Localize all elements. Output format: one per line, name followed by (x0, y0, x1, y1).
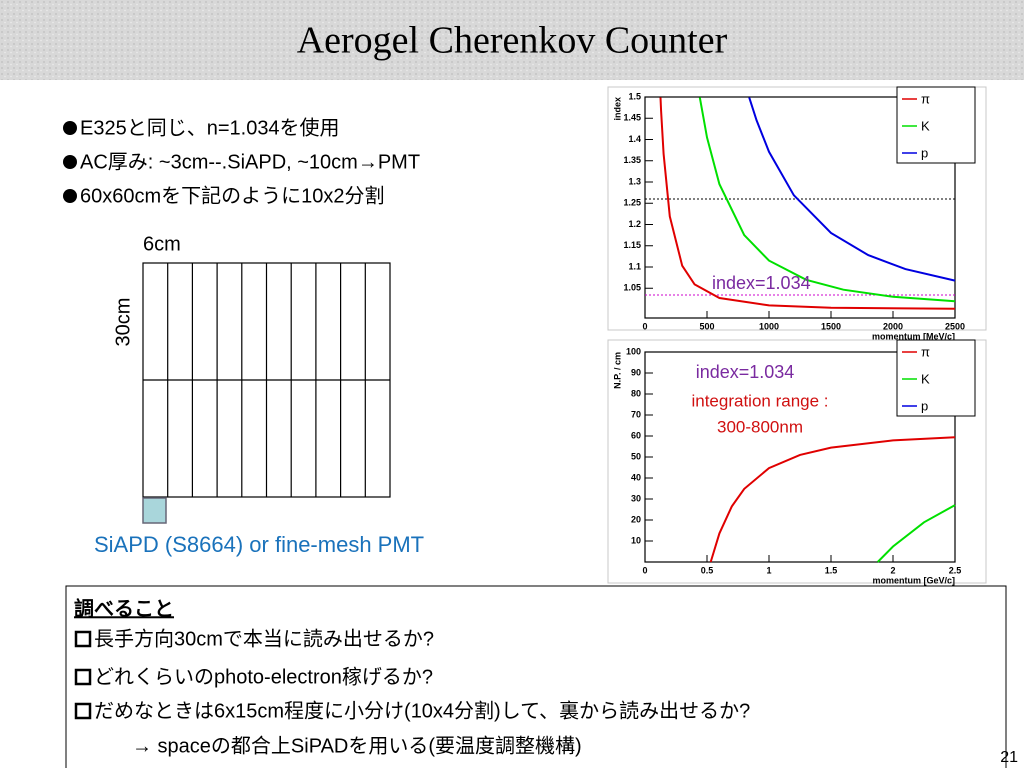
y-tick-label: 1.05 (623, 283, 641, 293)
y-tick-label: 1.45 (623, 113, 641, 123)
sensor (142, 497, 167, 524)
y-tick-label: 1.5 (628, 91, 641, 101)
y-axis-label: N.P. / cm (612, 352, 622, 389)
box-item: どれくらいのphoto-electron稼げるか? (94, 665, 433, 688)
x-axis-label: momentum [MeV/c] (872, 331, 955, 341)
y-tick-label: 1.3 (628, 176, 641, 186)
series-line (659, 97, 956, 310)
slide-title: Aerogel Cherenkov Counter (297, 20, 728, 62)
sensor-label: SiAPD (S8664) or fine-mesh PMT (94, 532, 424, 557)
box-item: だめなときは6x15cm程度に小分け(10x4分割)して、裏から読み出せるか? (94, 699, 750, 722)
box-item: 長手方向30cmで本当に読み出せるか? (94, 627, 434, 650)
bullet-dot (63, 189, 77, 203)
y-tick-label: 1.35 (623, 155, 641, 165)
annotation: index=1.034 (712, 273, 811, 293)
x-tick-label: 1500 (821, 321, 841, 331)
legend-label: K (921, 371, 930, 386)
bullets: E325と同じ、n=1.034を使用 AC厚み: ~3cm--.SiAPD, ~… (63, 116, 420, 207)
width-label: 6cm (143, 233, 181, 255)
x-tick-label: 2000 (883, 321, 903, 331)
title-bar (0, 0, 1024, 80)
y-tick-label: 20 (631, 514, 641, 524)
annotation: 300-800nm (717, 417, 803, 436)
y-tick-label: 30 (631, 493, 641, 503)
segmentation-diagram: 6cm 30cm SiAPD (S8664) or fine-mesh PMT (94, 233, 424, 557)
legend-label: π (921, 91, 930, 106)
page-number: 21 (1000, 749, 1018, 766)
checkbox (74, 630, 92, 648)
bullet-dot (63, 121, 77, 135)
y-tick-label: 100 (626, 346, 641, 356)
annotation: index=1.034 (696, 362, 795, 382)
y-tick-label: 70 (631, 409, 641, 419)
x-tick-label: 0 (642, 321, 647, 331)
y-axis-label: index (612, 97, 622, 121)
x-tick-label: 500 (699, 321, 714, 331)
x-tick-label: 1.5 (825, 565, 838, 575)
box-heading: 調べること (74, 596, 174, 620)
legend-label: K (921, 118, 930, 133)
box-frame (65, 585, 1007, 768)
bullet-text: 60x60cmを下記のように10x2分割 (80, 184, 385, 207)
checkbox (74, 702, 92, 720)
legend-box (896, 339, 976, 417)
series-line (709, 436, 956, 563)
legend-label: π (921, 344, 930, 359)
chart: 0 0.5 1 1.5 2 2.5 10 20 30 40 50 60 70 80 90 100 momentu… (607, 339, 987, 585)
y-tick-label: 1.4 (628, 134, 641, 144)
x-tick-label: 2 (890, 565, 895, 575)
y-tick-label: 10 (631, 535, 641, 545)
series-line (876, 504, 956, 563)
bullet-text: AC厚み: ~3cm--.SiAPD, ~10cm→PMT (80, 151, 420, 173)
chart-background (607, 339, 987, 584)
y-tick-label: 40 (631, 472, 641, 482)
y-tick-label: 60 (631, 430, 641, 440)
y-tick-label: 1.2 (628, 219, 641, 229)
x-tick-label: 0.5 (701, 565, 714, 575)
chart: 0 500 1000 1500 2000 2500 1.05 1.1 1.15 1.2 1.25 1.… (607, 86, 987, 341)
x-tick-label: 2.5 (949, 565, 962, 575)
plot-frame (644, 96, 956, 319)
x-tick-label: 0 (642, 565, 647, 575)
x-tick-label: 1 (766, 565, 771, 575)
series-line (748, 97, 956, 282)
x-tick-label: 1000 (759, 321, 779, 331)
series-line (698, 97, 956, 303)
legend-label: p (921, 398, 928, 413)
height-label: 30cm (112, 298, 134, 347)
annotation: integration range : (691, 391, 828, 410)
legend-label: p (921, 145, 928, 160)
y-tick-label: 1.1 (628, 261, 641, 271)
y-tick-label: 1.25 (623, 198, 641, 208)
y-tick-label: 90 (631, 367, 641, 377)
bullet-text: E325と同じ、n=1.034を使用 (80, 116, 340, 139)
todo-box: 調べること 長手方向30cmで本当に読み出せるか? どれくらいのphoto-el… (65, 585, 1007, 768)
y-tick-label: 1.15 (623, 240, 641, 250)
checkbox (74, 668, 92, 686)
x-axis-label: momentum [GeV/c] (872, 575, 955, 585)
x-tick-label: 2500 (945, 321, 965, 331)
y-tick-label: 50 (631, 451, 641, 461)
y-tick-label: 80 (631, 388, 641, 398)
box-item: → spaceの都合上SiPADを用いる(要温度調整機構) (132, 734, 582, 757)
bullet-dot (63, 155, 77, 169)
